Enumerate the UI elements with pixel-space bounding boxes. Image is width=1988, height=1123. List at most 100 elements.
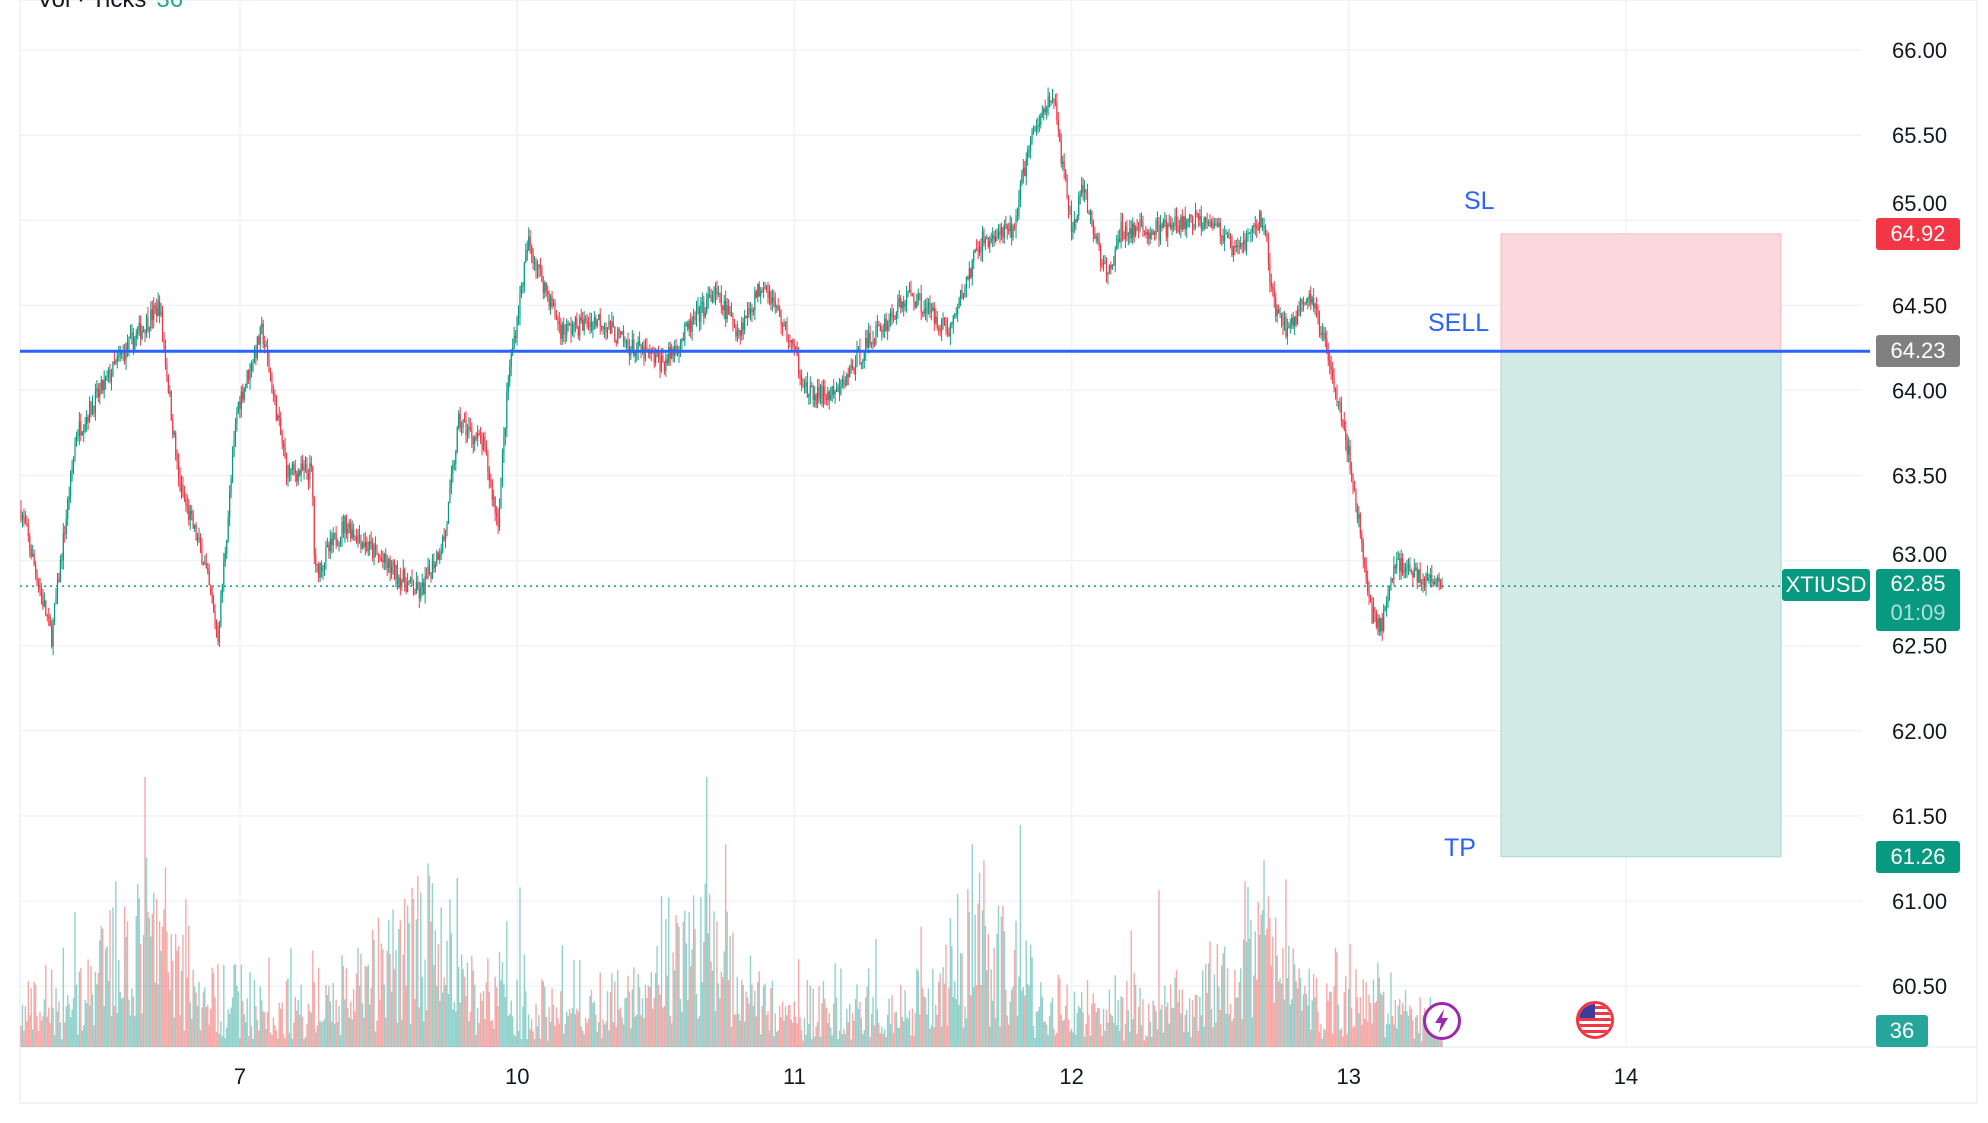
candle-body	[1194, 212, 1197, 228]
candle-body	[1118, 238, 1121, 243]
candle-body	[955, 313, 957, 315]
volume-bar	[504, 996, 507, 1047]
volume-bar	[841, 1034, 844, 1047]
volume-bar	[237, 991, 240, 1047]
volume-bar	[1210, 1009, 1213, 1047]
lightning-icon[interactable]	[1423, 1002, 1461, 1040]
candle-body	[735, 327, 737, 337]
candle-body	[1089, 210, 1092, 215]
volume-bar	[252, 1038, 254, 1047]
candle-body	[637, 341, 639, 350]
volume-bar	[491, 1019, 493, 1047]
volume-bar	[555, 1007, 558, 1047]
volume-bar	[1063, 1019, 1065, 1047]
candle-body	[220, 594, 222, 626]
volume-bar	[678, 926, 680, 1047]
candle-body	[357, 534, 359, 543]
candle-body	[711, 297, 714, 302]
candle-body	[754, 291, 756, 311]
sell-label: SELL	[1428, 309, 1490, 337]
volume-bar	[1111, 1016, 1114, 1047]
candle-body	[639, 341, 641, 345]
volume-bar	[1164, 985, 1166, 1047]
volume-bar	[1312, 974, 1315, 1047]
volume-bar	[799, 1017, 801, 1047]
volume-bar	[139, 943, 142, 1047]
volume-bar	[1355, 969, 1357, 1047]
candle-body	[793, 344, 795, 347]
candle-body	[233, 440, 235, 455]
candle-body	[1299, 299, 1302, 311]
volume-bar	[716, 921, 718, 1047]
volume-bar	[1342, 1036, 1344, 1047]
volume-bar	[280, 1008, 282, 1047]
candle-body	[175, 432, 177, 455]
volume-bar	[1137, 1006, 1140, 1047]
volume-bar	[811, 1039, 813, 1047]
candle-body	[1205, 217, 1207, 223]
volume-bar	[1175, 970, 1178, 1047]
candle-body	[176, 454, 178, 461]
candle-body	[196, 538, 199, 541]
candle-body	[701, 301, 703, 304]
volume-bar	[223, 964, 225, 1047]
time-axis[interactable]: 7 10 11 12 13 14	[234, 1064, 1638, 1089]
volume-bar	[112, 907, 114, 1047]
volume-bar	[453, 1001, 456, 1047]
candle-body	[49, 616, 51, 627]
volume-bar	[1410, 1009, 1413, 1047]
candle-body	[679, 342, 682, 347]
candle-body	[1078, 196, 1080, 217]
volume-bar	[843, 1028, 845, 1047]
volume-bar	[482, 991, 485, 1047]
volume-bar	[1101, 1036, 1103, 1047]
candle-body	[792, 339, 794, 345]
volume-bar	[1044, 1021, 1046, 1047]
candle-body	[320, 562, 323, 572]
candle-body	[891, 311, 893, 316]
candle-body	[1283, 317, 1286, 325]
candle-body	[106, 375, 108, 377]
volume-bar	[1215, 1022, 1217, 1047]
candle-body	[61, 559, 63, 561]
candle-body	[1407, 564, 1410, 568]
volume-bar	[831, 1035, 833, 1047]
tp-price-badge: 61.26	[1876, 841, 1960, 873]
candle-body	[1027, 150, 1029, 160]
volume-bar	[493, 1028, 495, 1047]
volume-bar	[517, 1030, 520, 1047]
us-flag-icon[interactable]	[1576, 1001, 1614, 1039]
candle-body	[1416, 567, 1418, 583]
volume-bar	[430, 921, 432, 1047]
candle-body	[1345, 429, 1347, 441]
price-axis[interactable]: 66.0065.5065.0064.5064.0063.5063.0062.50…	[1892, 38, 1947, 999]
volume-bar	[641, 998, 644, 1047]
volume-bar	[592, 1002, 594, 1047]
candle-body	[447, 501, 450, 524]
candle-body	[1062, 161, 1064, 164]
volume-legend[interactable]: Vol · Ticks36	[37, 0, 183, 14]
volume-bar	[676, 923, 679, 1047]
volume-bar	[1133, 972, 1135, 1047]
volume-bar	[898, 1028, 900, 1047]
volume-bar	[431, 883, 434, 1047]
volume-bar	[1225, 1013, 1227, 1047]
candle-body	[1137, 228, 1140, 230]
candle-body	[971, 260, 973, 278]
candle-body	[443, 536, 445, 540]
candle-body	[942, 318, 944, 321]
candle-body	[936, 316, 938, 329]
volume-bar	[370, 987, 372, 1047]
volume-bar	[474, 984, 476, 1047]
candle-body	[1286, 327, 1288, 337]
candle-body	[585, 318, 587, 320]
volume-bar	[1079, 1008, 1081, 1047]
candle-body	[564, 334, 566, 336]
volume-bar	[942, 967, 944, 1047]
volume-bar	[122, 997, 124, 1047]
volume-bar	[1104, 1030, 1106, 1047]
candle-body	[935, 316, 937, 323]
candle-body	[96, 388, 98, 392]
candle-body	[709, 294, 711, 296]
